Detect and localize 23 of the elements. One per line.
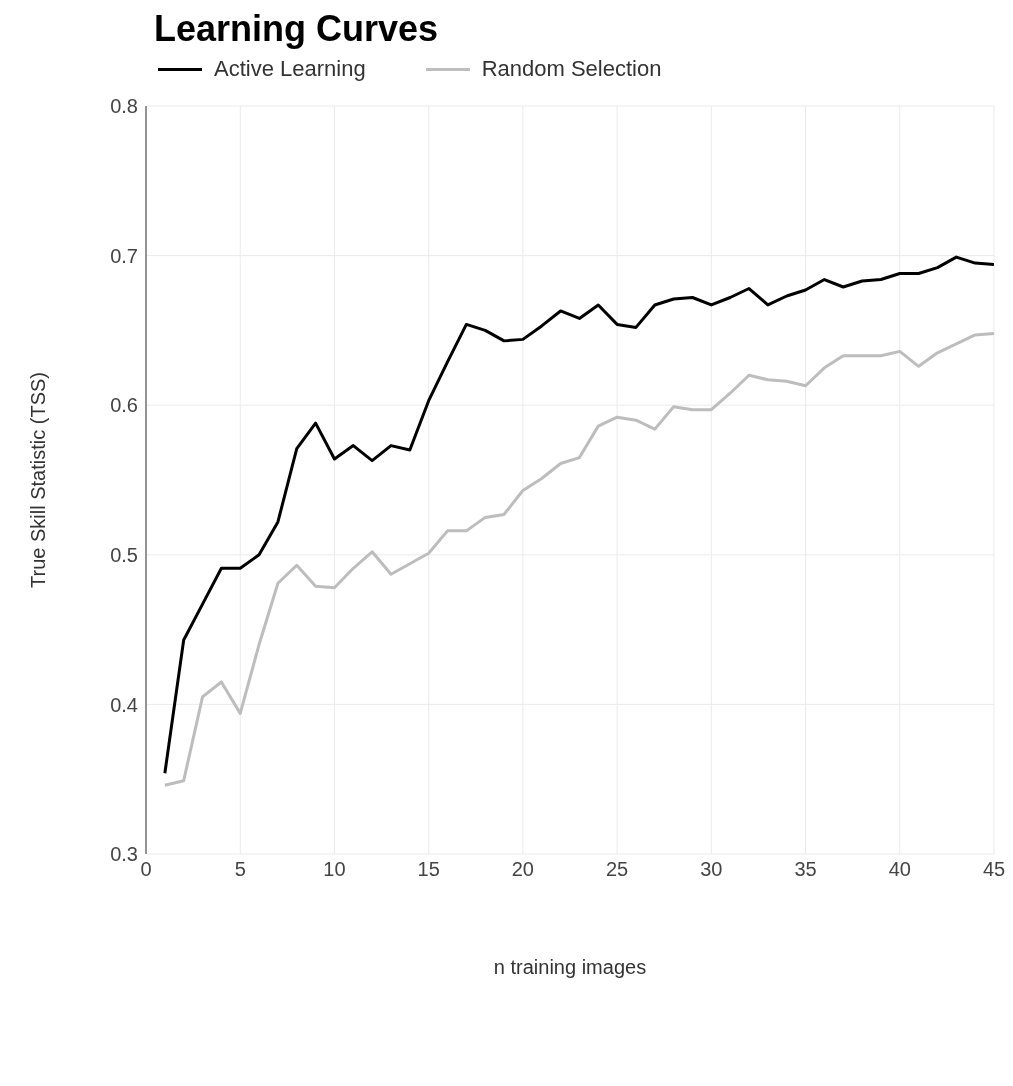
- x-tick-label: 10: [323, 858, 346, 881]
- y-tick-label: 0.6: [110, 394, 138, 417]
- y-tick-label: 0.7: [110, 244, 138, 267]
- y-tick-label: 0.8: [110, 95, 138, 118]
- x-tick-label: 15: [417, 858, 440, 881]
- y-tick-label: 0.5: [110, 543, 138, 566]
- chart-title: Learning Curves: [154, 8, 440, 51]
- x-tick-label: 0: [140, 858, 152, 881]
- x-tick-label: 5: [234, 858, 246, 881]
- x-tick-label: 45: [982, 858, 1006, 881]
- x-tick-label: 35: [794, 858, 817, 881]
- legend-label: Active Learning: [214, 56, 366, 82]
- x-tick-label: 40: [888, 858, 911, 881]
- x-tick-label: 25: [605, 858, 629, 881]
- y-axis-title: True Skill Statistic (TSS): [27, 372, 50, 588]
- y-tick-label: 0.3: [110, 843, 138, 866]
- line-series: [163, 331, 994, 787]
- x-tick-label: 20: [511, 858, 535, 881]
- x-axis-title: n training images: [493, 956, 647, 978]
- x-tick-label: 30: [700, 858, 723, 881]
- legend-label: Random Selection: [481, 56, 662, 82]
- line-series: [163, 255, 994, 775]
- y-tick-label: 0.4: [110, 693, 138, 716]
